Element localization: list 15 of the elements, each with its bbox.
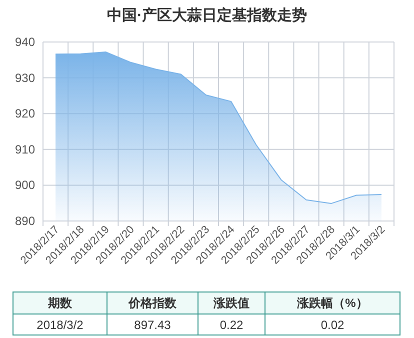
y-tick-label: 920 — [14, 106, 36, 121]
text: 价格指数 — [128, 296, 178, 310]
y-tick-label: 930 — [14, 70, 36, 85]
y-tick-label: 910 — [14, 142, 36, 156]
text: 2018/3/2 — [36, 318, 84, 332]
y-tick-label: 890 — [14, 214, 36, 228]
chart-title: 中国·产区大蒜日定基指数走势 — [107, 6, 307, 24]
y-tick-label: 900 — [14, 178, 36, 192]
text: 涨跌值 — [212, 296, 250, 310]
text: 897.43 — [134, 318, 172, 332]
text: 0.02 — [320, 318, 344, 332]
text: 涨跌幅（%） — [296, 296, 368, 310]
text: 0.22 — [220, 318, 244, 332]
y-tick-label: 940 — [14, 35, 36, 49]
text: 期数 — [47, 296, 73, 310]
